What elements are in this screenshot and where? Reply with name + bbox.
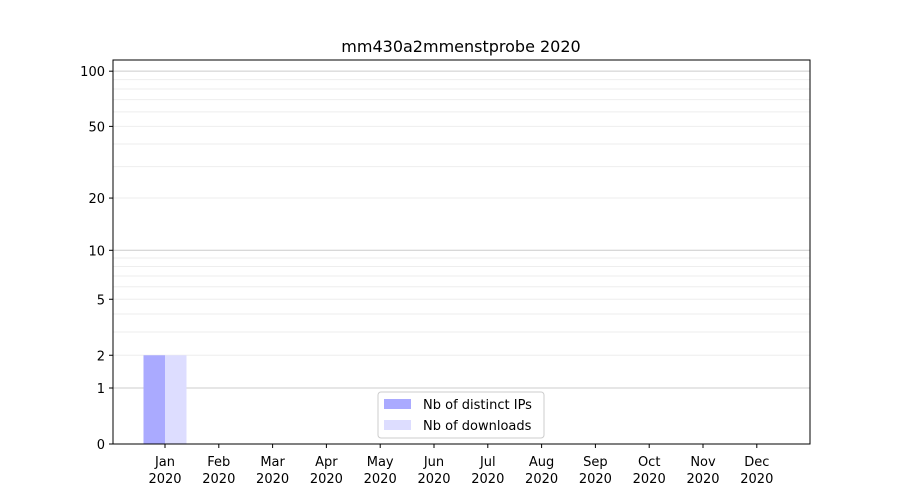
x-tick-label: Aug 2020 [525, 455, 558, 487]
x-tick-label: Jun 2020 [417, 455, 450, 487]
x-tick-label: Jul 2020 [471, 455, 504, 487]
legend-label: Nb of downloads [423, 419, 532, 434]
x-tick-label: May 2020 [364, 455, 397, 487]
x-tick-label: Oct 2020 [633, 455, 666, 487]
y-tick-label: 2 [97, 349, 105, 364]
y-tick-label: 50 [88, 120, 105, 135]
legend-box [377, 391, 545, 439]
plot-frame [112, 59, 811, 445]
x-tick-label: Apr 2020 [310, 455, 343, 487]
x-tick-label: Nov 2020 [686, 455, 719, 487]
x-tick-label: Feb 2020 [202, 455, 235, 487]
y-tick-label: 5 [97, 293, 105, 308]
legend: Nb of distinct IPs Nb of downloads [377, 391, 545, 439]
y-tick-label: 0 [97, 438, 105, 453]
bar [143, 355, 165, 444]
legend-swatch [384, 399, 411, 409]
x-tick-label: Dec 2020 [740, 455, 773, 487]
y-tick-label: 20 [88, 192, 105, 207]
x-tick-label: Mar 2020 [256, 455, 289, 487]
y-tick-label: 10 [88, 244, 105, 259]
y-tick-label: 1 [97, 382, 105, 397]
x-tick-label: Sep 2020 [579, 455, 612, 487]
legend-swatch [384, 420, 411, 430]
chart-title: mm430a2mmenstprobe 2020 [341, 37, 580, 56]
legend-label: Nb of distinct IPs [423, 398, 532, 413]
x-tick-label: Jan 2020 [148, 455, 181, 487]
bar [165, 355, 187, 444]
y-tick-label: 100 [80, 65, 105, 80]
